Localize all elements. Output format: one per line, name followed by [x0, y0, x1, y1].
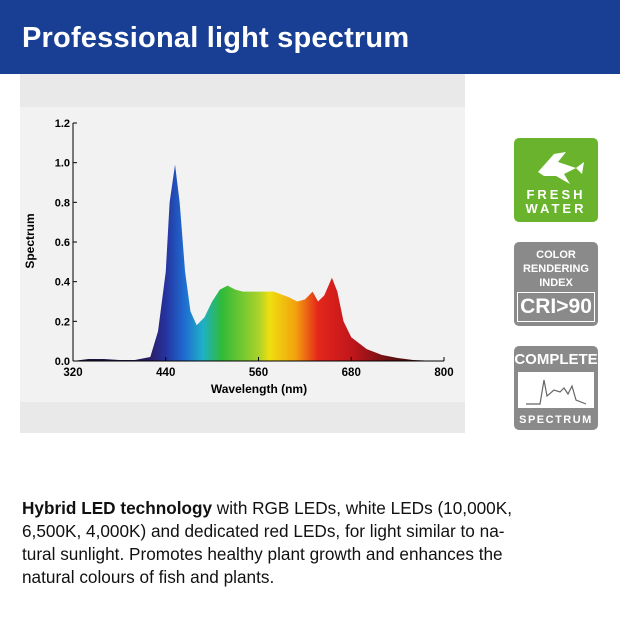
- fish-icon: [538, 152, 584, 184]
- badge-title: COMPLETE: [514, 351, 598, 368]
- y-tick-label: 0.2: [55, 316, 70, 328]
- bold-text: Hybrid LED technology: [22, 498, 213, 518]
- y-tick-label: 0.6: [55, 237, 70, 249]
- badge-line: WATER: [525, 201, 587, 216]
- x-tick-label: 800: [434, 367, 453, 379]
- text: with RGB LEDs, white LEDs (10,000K,: [212, 498, 512, 518]
- badge-text: FRESH WATER: [514, 188, 598, 216]
- badge-line: FRESH: [526, 187, 586, 202]
- x-tick-label: 560: [249, 367, 268, 379]
- text-line: natural colours of fish and plants.: [22, 567, 275, 587]
- y-tick-label: 0.0: [55, 356, 70, 368]
- spectrum-area: [73, 164, 444, 361]
- badge-text: COLOR RENDERING INDEX: [514, 248, 598, 290]
- fresh-water-badge: FRESH WATER: [514, 138, 598, 222]
- badge-line: COLOR: [536, 249, 576, 261]
- spectrum-badge: COMPLETE SPECTRUM: [514, 346, 598, 430]
- description: Hybrid LED technology with RGB LEDs, whi…: [22, 497, 612, 589]
- title: Professional light spectrum: [22, 22, 410, 54]
- text-line: 6,500K, 4,000K) and dedicated red LEDs, …: [22, 521, 505, 541]
- text-line: Hybrid LED technology with RGB LEDs, whi…: [22, 497, 612, 520]
- header: Professional light spectrum: [0, 0, 620, 74]
- y-tick-label: 0.8: [55, 197, 70, 209]
- badge-line: INDEX: [539, 277, 573, 289]
- x-tick-label: 440: [156, 367, 175, 379]
- y-axis-label: Spectrum: [23, 213, 37, 268]
- spectrum-icon: [518, 372, 594, 408]
- y-tick-label: 1.0: [55, 158, 70, 170]
- badge-line: RENDERING: [522, 263, 589, 275]
- cri-badge: COLOR RENDERING INDEX CRI>90: [514, 242, 598, 326]
- x-axis-label: Wavelength (nm): [211, 382, 307, 396]
- text-line: tural sunlight. Promotes healthy plant g…: [22, 544, 503, 564]
- x-tick-label: 680: [342, 367, 361, 379]
- x-tick-label: 320: [63, 367, 82, 379]
- y-tick-label: 1.2: [55, 118, 70, 130]
- chart: Spectrum Wavelength (nm) 0.0 0.2 0.4 0.6 0.8…: [20, 107, 465, 402]
- cri-value: CRI>90: [517, 292, 595, 322]
- y-tick-label: 0.4: [55, 277, 71, 289]
- badge-footer: SPECTRUM: [519, 414, 593, 426]
